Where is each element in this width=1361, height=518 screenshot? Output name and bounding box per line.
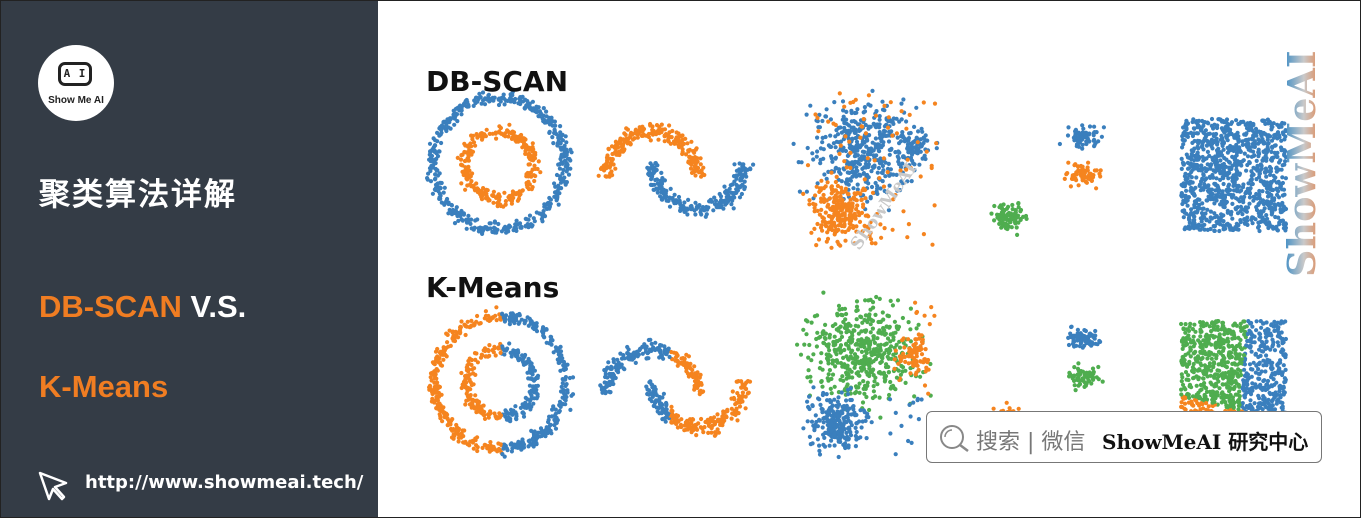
search-brand: ShowMeAI 研究中心 [1102,430,1309,454]
kmeans-moons [598,337,753,438]
dbscan-circles [425,90,574,236]
website-link[interactable]: http://www.showmeai.tech/ [85,472,364,493]
logo-text: Show Me AI [48,95,104,106]
watermark-diagonal-text: ShowMeAI [847,159,922,254]
dbscan-varied-blobs [791,88,940,250]
dbscan-square [1179,116,1289,234]
dbscan-moons [596,121,756,219]
search-icon [940,425,969,452]
cursor-icon [38,471,68,501]
search-label: 搜索 | 微信 [976,430,1086,455]
row-label-kmeans: K-Means [426,271,560,304]
subtitle-dbscan: DB-SCAN [39,289,182,324]
kmeans-circles [427,305,576,459]
search-banner[interactable]: 搜索 | 微信 ShowMeAI 研究中心 [926,411,1322,463]
dbscan-small-blobs [989,123,1106,237]
logo-icon: A I [58,62,92,86]
main-content: DB-SCAN K-Means ShowMeAI ShowMeAI 搜索 | 微… [378,1,1360,517]
showmeai-logo: A I Show Me AI [38,45,114,121]
sidebar: A I Show Me AI 聚类算法详解 DB-SCAN V.S. K-Mea… [1,1,378,517]
watermark-vertical: ShowMeAI [1279,50,1324,277]
watermark-vertical-text: ShowMeAI [1279,50,1324,277]
subtitle-kmeans: K-Means [39,369,169,404]
sidebar-title: 聚类算法详解 [39,177,237,213]
watermark-diagonal: ShowMeAI [847,159,922,254]
kmeans-varied-blobs [795,290,937,460]
row-label-dbscan: DB-SCAN [426,65,569,98]
sidebar-subtitle: DB-SCAN V.S. [39,289,246,325]
subtitle-vs: V.S. [181,289,247,324]
